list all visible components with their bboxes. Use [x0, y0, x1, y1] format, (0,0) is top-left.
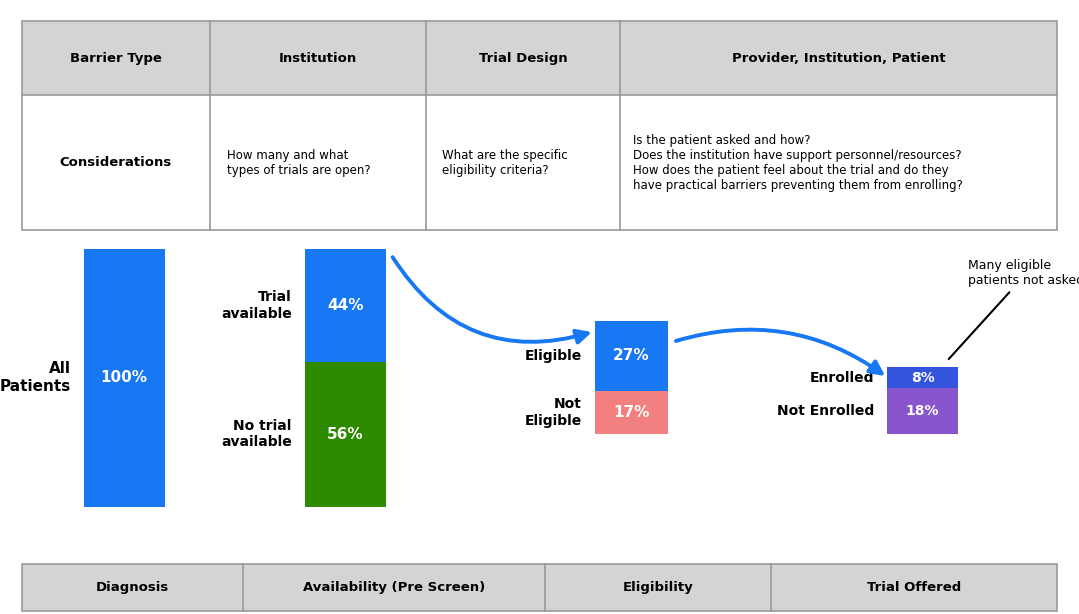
Text: Many eligible
patients not asked: Many eligible patients not asked [948, 260, 1079, 359]
Text: 100%: 100% [100, 370, 148, 385]
Bar [243, 564, 545, 611]
Text: 17%: 17% [613, 405, 650, 420]
Text: Diagnosis: Diagnosis [96, 581, 168, 594]
Text: Eligibility: Eligibility [623, 581, 694, 594]
Text: 56%: 56% [327, 427, 364, 442]
Text: Is the patient asked and how?
Does the institution have support personnel/resour: Is the patient asked and how? Does the i… [633, 134, 964, 192]
Bar [595, 391, 668, 434]
Text: How many and what
types of trials are open?: How many and what types of trials are op… [227, 149, 370, 177]
Text: Trial Offered: Trial Offered [868, 581, 961, 594]
Bar [84, 249, 165, 507]
Text: Barrier Type: Barrier Type [70, 52, 162, 65]
Bar [305, 362, 386, 507]
Text: Eligible: Eligible [524, 349, 582, 363]
Text: 27%: 27% [613, 348, 650, 363]
Text: No trial
available: No trial available [221, 419, 291, 449]
Bar [426, 21, 620, 95]
Bar [595, 321, 668, 391]
Bar [22, 564, 243, 611]
Text: Trial
available: Trial available [221, 290, 291, 321]
Text: What are the specific
eligibility criteria?: What are the specific eligibility criter… [442, 149, 568, 177]
Text: Institution: Institution [279, 52, 357, 65]
Bar [620, 95, 1057, 230]
Bar [620, 21, 1057, 95]
Bar [210, 21, 426, 95]
Text: Not
Eligible: Not Eligible [524, 397, 582, 427]
Text: All
Patients: All Patients [0, 362, 71, 394]
Bar [545, 564, 771, 611]
Text: Trial Design: Trial Design [479, 52, 568, 65]
Bar [426, 95, 620, 230]
Text: Enrolled: Enrolled [810, 371, 874, 384]
Text: Not Enrolled: Not Enrolled [777, 404, 874, 418]
Bar [22, 564, 1057, 611]
Bar [887, 367, 958, 388]
Text: 18%: 18% [905, 404, 940, 418]
Bar [771, 564, 1057, 611]
Bar [210, 95, 426, 230]
Text: Provider, Institution, Patient: Provider, Institution, Patient [733, 52, 945, 65]
Bar [887, 388, 958, 434]
Text: Considerations: Considerations [59, 156, 173, 169]
Bar [22, 95, 210, 230]
Bar [22, 21, 210, 95]
Bar [22, 21, 1057, 230]
Text: 8%: 8% [911, 371, 934, 384]
Text: Availability (Pre Screen): Availability (Pre Screen) [303, 581, 484, 594]
Text: 44%: 44% [327, 298, 364, 313]
Bar [305, 249, 386, 362]
